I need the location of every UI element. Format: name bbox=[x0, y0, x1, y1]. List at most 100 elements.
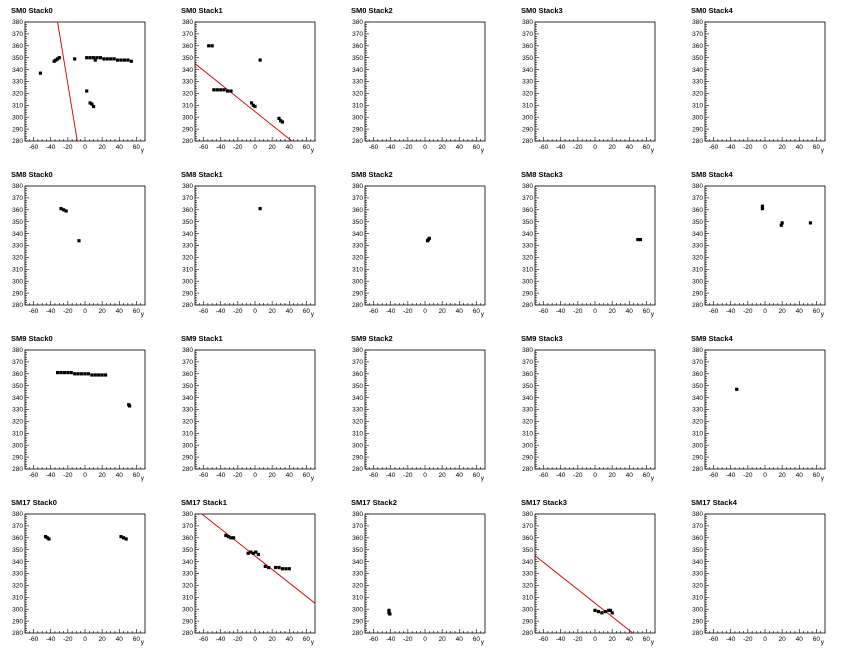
y-tick-label: 330 bbox=[522, 407, 533, 414]
data-point bbox=[246, 551, 250, 555]
data-point bbox=[387, 608, 391, 612]
plot-panel: SM9 Stack1 280 290 300 310 320 330 340 350 360 370… bbox=[181, 334, 316, 482]
x-tick-label: -60 bbox=[539, 636, 549, 643]
x-tick-label: 0 bbox=[423, 636, 427, 643]
data-point bbox=[90, 373, 94, 377]
x-tick-label: -20 bbox=[63, 472, 73, 479]
data-point bbox=[79, 372, 84, 376]
data-layer bbox=[636, 237, 643, 242]
y-tick-label: 340 bbox=[692, 67, 703, 74]
y-tick-label: 350 bbox=[12, 55, 23, 62]
y-tick-label: 280 bbox=[182, 302, 193, 309]
x-axis-label: y bbox=[821, 475, 825, 482]
y-tick-label: 370 bbox=[352, 359, 363, 366]
plot-panel: SM9 Stack4 280 290 300 310 320 330 340 350 360 370… bbox=[691, 334, 826, 482]
data-point bbox=[66, 371, 70, 375]
data-point bbox=[760, 204, 765, 208]
y-tick-label: 370 bbox=[182, 523, 193, 530]
y-tick-label: 380 bbox=[182, 347, 193, 354]
data-point bbox=[124, 537, 128, 541]
y-tick-label: 310 bbox=[522, 103, 533, 110]
plot-frame bbox=[704, 21, 826, 142]
y-tick-label: 360 bbox=[182, 535, 193, 542]
data-point bbox=[224, 533, 228, 538]
x-tick-label: 20 bbox=[269, 636, 277, 643]
x-tick-label: 20 bbox=[779, 472, 787, 479]
data-point bbox=[121, 536, 126, 540]
data-point bbox=[600, 611, 604, 615]
y-tick-label: 370 bbox=[182, 31, 193, 38]
data-point bbox=[122, 58, 127, 62]
y-tick-label: 340 bbox=[12, 559, 23, 566]
y-tick-label: 310 bbox=[692, 267, 703, 274]
x-tick-label: 40 bbox=[796, 308, 804, 315]
y-tick-label: 380 bbox=[522, 183, 533, 190]
y-tick-label: 290 bbox=[182, 618, 193, 625]
y-tick-label: 370 bbox=[12, 195, 23, 202]
x-tick-label: 60 bbox=[133, 472, 141, 479]
x-tick-label: -60 bbox=[709, 636, 719, 643]
x-tick-label: -20 bbox=[63, 636, 73, 643]
y-tick-label: 320 bbox=[692, 419, 703, 426]
y-tick-label: 300 bbox=[522, 606, 533, 613]
x-tick-label: 0 bbox=[593, 472, 597, 479]
panel-title: SM8 Stack2 bbox=[351, 170, 393, 179]
y-tick-label: 290 bbox=[522, 126, 533, 133]
y-tick-label: 350 bbox=[692, 383, 703, 390]
x-tick-label: -40 bbox=[556, 636, 566, 643]
data-point bbox=[129, 59, 133, 63]
y-tick-label: 290 bbox=[352, 454, 363, 461]
y-tick-label: 310 bbox=[692, 431, 703, 438]
y-tick-label: 380 bbox=[352, 19, 363, 26]
x-tick-label: -20 bbox=[573, 472, 583, 479]
y-tick-label: 340 bbox=[182, 231, 193, 238]
y-tick-label: 370 bbox=[692, 195, 703, 202]
y-tick-label: 310 bbox=[12, 267, 23, 274]
data-point bbox=[69, 371, 73, 375]
x-axis-label: y bbox=[141, 147, 145, 154]
data-point bbox=[229, 536, 233, 540]
x-tick-label: 0 bbox=[253, 308, 257, 315]
y-tick-label: 290 bbox=[182, 454, 193, 461]
y-tick-label: 280 bbox=[12, 466, 23, 473]
data-point bbox=[55, 371, 60, 375]
plot-panel: SM8 Stack1 280 290 300 310 320 330 340 350 360 370… bbox=[181, 170, 316, 318]
y-tick-label: 380 bbox=[12, 511, 23, 518]
y-tick-label: 280 bbox=[352, 302, 363, 309]
data-point bbox=[808, 221, 813, 225]
data-point bbox=[91, 56, 96, 60]
data-point bbox=[267, 565, 271, 570]
panel-title: SM17 Stack2 bbox=[351, 498, 397, 507]
plot-panel: SM0 Stack3 280 290 300 310 320 330 340 350 360 370… bbox=[521, 6, 656, 154]
x-tick-label: 0 bbox=[253, 636, 257, 643]
data-point bbox=[603, 609, 607, 614]
panel-title: SM17 Stack3 bbox=[521, 498, 567, 507]
panel-title: SM0 Stack2 bbox=[351, 6, 393, 15]
plot-frame bbox=[704, 513, 826, 634]
y-tick-label: 350 bbox=[692, 547, 703, 554]
y-tick-label: 350 bbox=[352, 547, 363, 554]
x-tick-label: 60 bbox=[303, 636, 311, 643]
data-point bbox=[85, 89, 89, 93]
x-tick-label: -40 bbox=[386, 144, 396, 151]
x-tick-label: -60 bbox=[709, 472, 719, 479]
y-tick-label: 350 bbox=[182, 383, 193, 390]
x-tick-label: 60 bbox=[303, 472, 311, 479]
x-tick-label: -40 bbox=[726, 308, 736, 315]
plot-panel: SM0 Stack2 280 290 300 310 320 330 340 350 360 370… bbox=[351, 6, 486, 154]
y-tick-label: 360 bbox=[352, 43, 363, 50]
y-tick-label: 340 bbox=[352, 559, 363, 566]
data-point bbox=[73, 57, 77, 61]
y-tick-label: 280 bbox=[692, 466, 703, 473]
y-tick-label: 370 bbox=[182, 359, 193, 366]
plot-panel: SM9 Stack2 280 290 300 310 320 330 340 350 360 370… bbox=[351, 334, 486, 482]
x-tick-label: 60 bbox=[473, 308, 481, 315]
plot-frame bbox=[24, 185, 146, 306]
y-tick-label: 330 bbox=[352, 407, 363, 414]
y-tick-label: 360 bbox=[692, 207, 703, 214]
x-tick-label: -60 bbox=[29, 472, 39, 479]
y-tick-label: 290 bbox=[12, 126, 23, 133]
y-tick-label: 350 bbox=[352, 383, 363, 390]
y-tick-label: 370 bbox=[692, 359, 703, 366]
plot-frame bbox=[704, 185, 826, 306]
